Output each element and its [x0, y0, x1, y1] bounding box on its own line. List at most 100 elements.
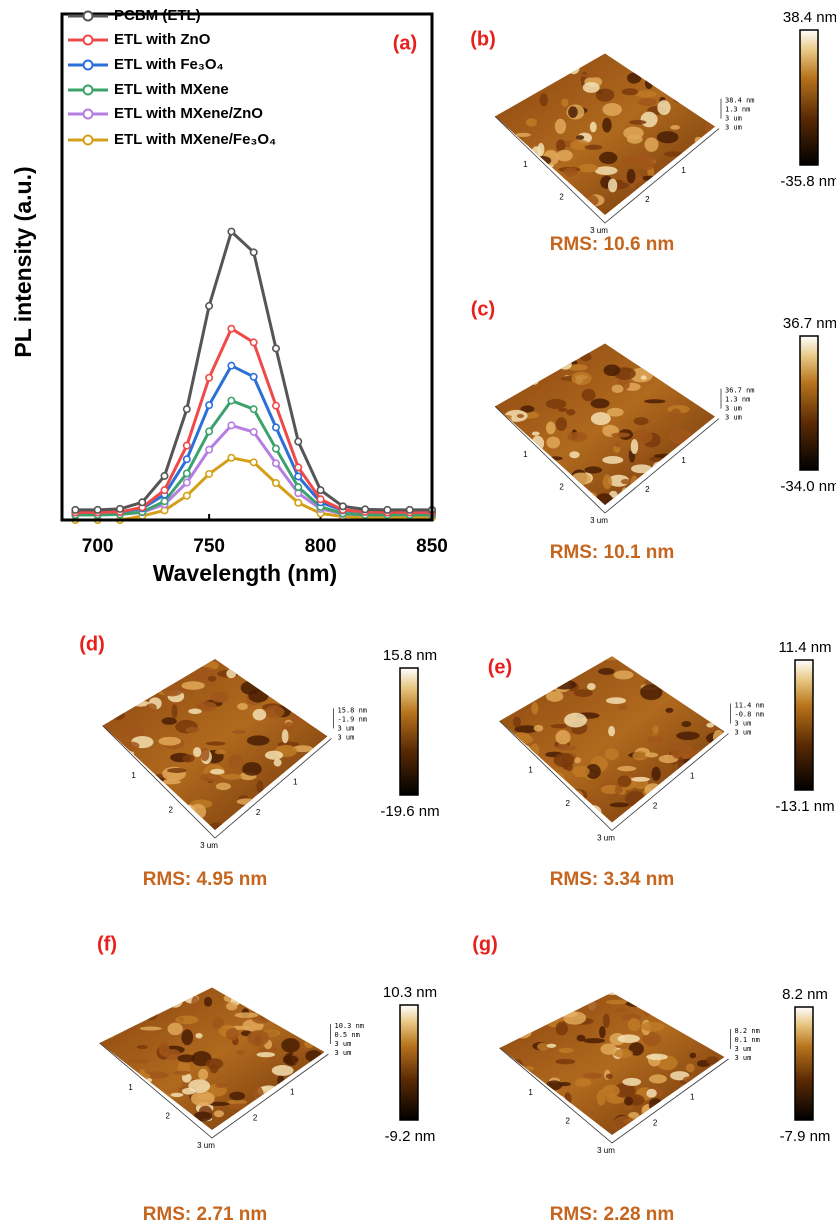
afm-grain — [617, 765, 637, 772]
colorbar-max: 8.2 nm — [782, 986, 828, 1003]
afm-edge-label: 1 — [290, 1088, 295, 1097]
afm-grain — [567, 431, 588, 442]
afm-grain — [595, 88, 615, 102]
afm-grain — [632, 751, 648, 761]
afm-grain — [639, 214, 661, 215]
afm-grain — [602, 656, 623, 661]
afm-edge-label: 3 um — [590, 516, 608, 525]
afm-grain — [188, 708, 202, 715]
afm-grain — [598, 667, 615, 675]
afm-grain — [706, 1083, 716, 1091]
afm-grain — [541, 1109, 550, 1120]
afm-grain — [670, 491, 693, 499]
afm-grain — [520, 405, 535, 413]
afm-grain — [640, 111, 658, 128]
afm-grain — [566, 409, 576, 416]
afm-grain — [622, 1077, 642, 1086]
afm-grain — [277, 1074, 285, 1087]
afm-grain — [698, 167, 715, 182]
legend-marker — [82, 134, 94, 146]
afm-grain — [621, 88, 639, 96]
afm-grain — [499, 809, 514, 814]
afm-grain — [539, 197, 562, 210]
data-point — [205, 427, 214, 436]
afm-grain — [693, 53, 702, 59]
afm-grain — [161, 779, 181, 785]
afm-grain — [694, 136, 703, 144]
afm-grain — [214, 749, 226, 755]
data-point — [294, 483, 303, 492]
afm-grain — [558, 359, 572, 370]
data-point — [160, 497, 169, 506]
afm-grain — [677, 786, 701, 798]
afm-grain — [643, 1001, 652, 1017]
afm-edge-label: 1 — [528, 1088, 533, 1097]
afm-grain — [271, 1065, 294, 1076]
afm-grain — [715, 689, 725, 701]
afm-grain — [555, 1021, 568, 1036]
afm-grain — [170, 1130, 187, 1141]
afm-grain — [611, 384, 624, 393]
colorbar — [794, 1006, 814, 1121]
afm-grain — [195, 701, 217, 712]
data-point — [227, 453, 236, 462]
data-point — [249, 338, 258, 347]
rms-label: RMS: 3.34 nm — [550, 869, 675, 890]
afm-grain — [514, 475, 524, 491]
colorbar-min: -34.0 nm — [780, 478, 836, 495]
afm-grain — [122, 696, 135, 705]
data-point — [316, 486, 325, 495]
afm-grain — [102, 754, 111, 760]
afm-grain — [248, 688, 269, 703]
afm-grain — [271, 661, 280, 669]
afm-grain — [289, 816, 297, 824]
afm-edge-label: 2 — [169, 806, 174, 815]
afm-grain — [699, 1104, 710, 1111]
afm-edge-label: 2 — [166, 1112, 171, 1121]
afm-grain — [171, 704, 178, 719]
afm-grain — [500, 172, 519, 182]
afm-grain — [602, 102, 622, 117]
afm-grain — [578, 194, 599, 208]
afm-grain — [112, 1069, 122, 1074]
afm-grain — [665, 707, 674, 713]
afm-grain — [518, 361, 532, 366]
afm-grain — [671, 452, 689, 461]
afm-z-label: 3 um — [735, 1045, 752, 1053]
afm-grain — [576, 200, 593, 209]
afm-grain — [242, 762, 262, 776]
afm-grain — [706, 1026, 714, 1032]
afm-grain — [684, 71, 700, 76]
afm-grain — [130, 788, 146, 805]
afm-grain — [495, 151, 501, 165]
afm-grain — [660, 212, 668, 215]
afm-grain — [262, 987, 287, 991]
afm-grain — [640, 375, 647, 380]
afm-grain — [682, 374, 702, 389]
afm-grain — [264, 750, 284, 760]
data-point — [227, 396, 236, 405]
afm-grain — [175, 1015, 199, 1025]
afm-grain — [681, 484, 696, 493]
afm-z-label: 1.3 nm — [725, 106, 750, 114]
y-axis-title: PL intensity (a.u.) — [10, 166, 36, 357]
afm-grain — [635, 90, 658, 98]
afm-grain — [584, 144, 603, 150]
afm-grain — [574, 343, 588, 351]
afm-grain — [573, 689, 593, 698]
afm-edge-label: 1 — [523, 160, 528, 169]
data-point — [205, 401, 214, 410]
afm-grain — [675, 776, 685, 793]
afm-grain — [508, 997, 521, 1011]
afm-grain — [582, 1038, 606, 1044]
afm-grain — [102, 765, 114, 777]
afm-grain — [495, 373, 507, 390]
afm-grain — [596, 1089, 606, 1106]
afm-axis — [494, 116, 720, 224]
afm-grain — [228, 754, 244, 769]
afm-grain — [685, 444, 704, 457]
rms-label: RMS: 10.1 nm — [550, 542, 675, 563]
afm-grain — [641, 175, 658, 181]
afm-grain — [318, 714, 328, 725]
afm-edge-label: 3 um — [200, 841, 218, 850]
